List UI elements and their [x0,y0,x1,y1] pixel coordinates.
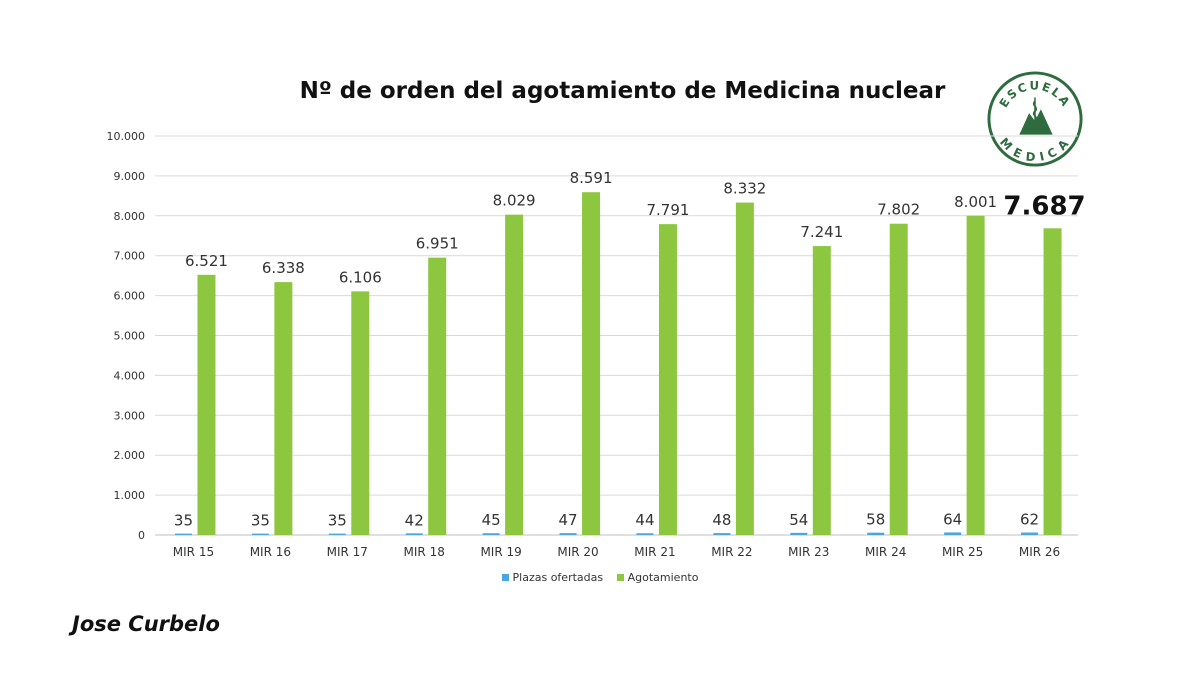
legend-item-agotamiento: Agotamiento [616,571,699,584]
data-label-plazas: 48 [712,511,731,529]
author-signature: Jose Curbelo [72,612,220,636]
y-tick-label: 10.000 [107,130,146,143]
legend-label-agotamiento: Agotamiento [627,571,699,584]
bar-plazas [867,532,885,535]
legend-item-plazas: Plazas ofertadas [501,571,604,584]
chart-title: Nº de orden del agotamiento de Medicina … [299,78,946,104]
bar-plazas [328,533,346,535]
data-label-agotamiento: 8.591 [570,169,613,187]
x-tick-label: MIR 16 [250,545,291,559]
highlighted-data-label: 7.687 [1003,191,1085,221]
data-label-agotamiento: 6.951 [416,235,459,253]
y-tick-label: 4.000 [114,369,146,382]
x-tick-label: MIR 20 [557,545,598,559]
data-label-agotamiento: 7.802 [877,201,920,219]
bar-plazas [559,533,577,535]
x-tick-label: MIR 25 [942,545,983,559]
y-tick-label: 8.000 [114,210,146,223]
data-label-agotamiento: 7.241 [800,223,843,241]
data-label-plazas: 35 [328,512,347,530]
x-tick-label: MIR 17 [327,545,368,559]
x-tick-label: MIR 21 [634,545,675,559]
bar-agotamiento [505,214,524,536]
bar-agotamiento [582,192,601,535]
data-label-agotamiento: 6.338 [262,259,305,277]
bar-plazas [1021,532,1039,535]
data-label-agotamiento: 8.029 [493,192,536,210]
data-label-agotamiento: 6.106 [339,268,382,286]
data-label-plazas: 62 [1020,511,1039,529]
legend-swatch-agotamiento [616,574,624,581]
bar-agotamiento [1043,228,1062,535]
data-label-plazas: 54 [789,511,808,529]
x-tick-label: MIR 15 [173,545,214,559]
mountain-seal-icon [1019,97,1053,135]
bar-plazas [174,533,192,535]
data-label-plazas: 45 [482,511,501,529]
x-tick-label: MIR 19 [480,545,521,559]
y-tick-label: 2.000 [114,449,146,462]
bar-plazas [790,532,808,535]
data-label-plazas: 35 [251,512,270,530]
data-label-agotamiento: 6.521 [185,252,228,270]
x-tick-label: MIR 18 [404,545,445,559]
bar-plazas [405,533,423,535]
bar-agotamiento [428,257,447,535]
bar-plazas [944,532,962,535]
data-label-plazas: 44 [635,511,654,529]
y-tick-label: 3.000 [114,409,146,422]
y-tick-label: 0 [138,529,145,542]
x-tick-label: MIR 26 [1019,545,1060,559]
data-label-plazas: 42 [405,511,424,529]
data-label-plazas: 58 [866,511,885,529]
y-tick-label: 6.000 [114,290,146,303]
y-tick-label: 5.000 [114,330,146,343]
data-label-plazas: 35 [174,512,193,530]
chart-legend: Plazas ofertadas Agotamiento [0,571,1200,584]
y-tick-label: 9.000 [114,170,146,183]
bar-agotamiento [735,202,754,535]
y-tick-label: 7.000 [114,250,146,263]
bar-agotamiento [966,215,985,535]
bar-plazas [636,533,654,535]
bar-agotamiento [889,223,908,535]
escuela-medica-logo: ESCUELA MEDICA [987,71,1083,167]
bar-plazas [713,533,731,535]
x-tick-label: MIR 23 [788,545,829,559]
bar-plazas [482,533,500,535]
data-label-plazas: 47 [558,511,577,529]
x-tick-label: MIR 24 [865,545,906,559]
bar-agotamiento [812,246,831,535]
legend-label-plazas: Plazas ofertadas [512,571,604,584]
bar-agotamiento [658,224,677,535]
data-label-plazas: 64 [943,510,962,528]
data-label-agotamiento: 8.332 [723,180,766,198]
bar-agotamiento [351,291,370,535]
y-tick-label: 1.000 [114,489,146,502]
x-tick-label: MIR 22 [711,545,752,559]
bar-plazas [251,533,269,535]
legend-swatch-plazas [501,574,509,581]
data-label-agotamiento: 7.791 [646,201,689,219]
bar-agotamiento [274,282,293,535]
bar-agotamiento [197,274,216,535]
data-label-agotamiento: 8.001 [954,193,997,211]
